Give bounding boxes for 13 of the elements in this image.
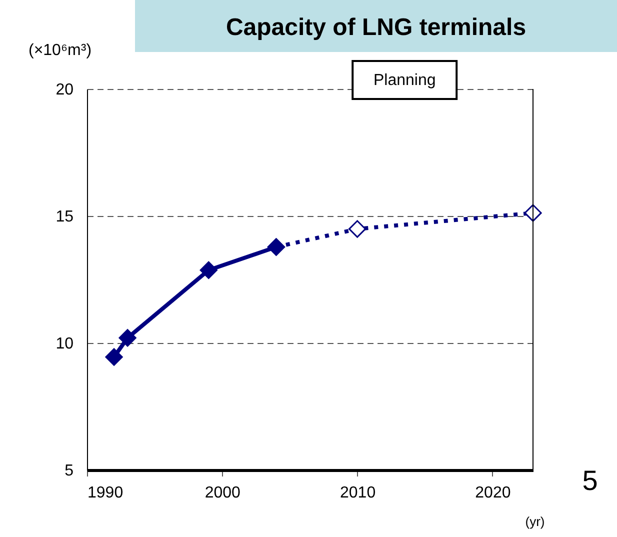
y-tick-label: 15 bbox=[56, 208, 74, 226]
x-axis-title: (yr) bbox=[525, 514, 545, 529]
y-tick-label: 10 bbox=[56, 336, 74, 352]
text: Planning bbox=[373, 72, 436, 89]
chart-title: Capacity of LNG terminals bbox=[226, 14, 526, 41]
x-tick-label: 2000 bbox=[204, 484, 241, 502]
x-tick-label: 2020 bbox=[475, 484, 511, 502]
y-axis-title: (×10⁶m³) bbox=[28, 42, 92, 59]
text: 5 bbox=[582, 465, 598, 496]
x-tick-label: 1990 bbox=[88, 484, 124, 502]
y-tick-label: 20 bbox=[56, 82, 74, 98]
x-tick-label: 2010 bbox=[340, 484, 376, 502]
y-tick-label: 5 bbox=[64, 462, 74, 480]
